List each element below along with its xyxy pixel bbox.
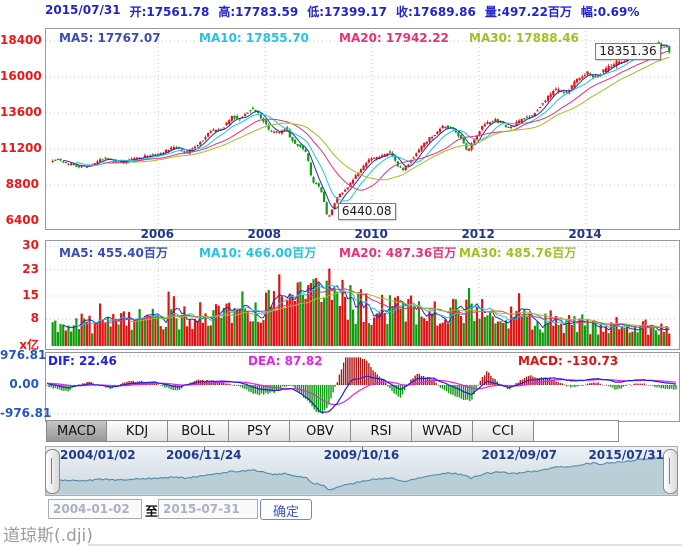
slider-date-2: 2009/10/16 <box>323 448 400 462</box>
header-volume: 量:497.22百万 <box>484 5 572 19</box>
vol-ma30-legend: MA30: 485.76百万 <box>459 246 577 260</box>
price-marker: 6440.08 <box>337 203 396 221</box>
candlestick-chart <box>46 31 677 225</box>
ma10-legend: MA10: 17855.70 <box>199 31 309 45</box>
dif-legend: DIF: 22.46 <box>48 354 117 368</box>
header-high: 高:17783.59 <box>218 5 299 19</box>
overview-area-chart <box>46 456 677 494</box>
slider-tick <box>203 447 205 452</box>
macd-chart <box>46 355 677 415</box>
header-open: 开:17561.78 <box>129 5 210 19</box>
price-marker: 18351.36 <box>595 42 661 60</box>
macd-panel: DIF: 22.46 DEA: 87.82 MACD: -130.73 <box>45 352 680 422</box>
axis-tick-label: 2014 <box>568 227 602 241</box>
header-low: 低:17399.17 <box>307 5 387 19</box>
header-change: 幅:0.69% <box>580 5 640 19</box>
axis-tick-label: 18400 <box>0 33 42 47</box>
slider-tick <box>519 447 521 452</box>
axis-tick-label: 16000 <box>0 69 42 83</box>
axis-tick-label: 2006 <box>140 227 174 241</box>
axis-tick-label: 8 <box>30 311 39 326</box>
macd-y-axis: 976.81 0.00 -976.81 <box>0 348 52 420</box>
macd-legend: MACD: -130.73 <box>518 354 619 368</box>
ma20-legend: MA20: 17942.22 <box>339 31 449 45</box>
tab-wvad[interactable]: WVAD <box>412 420 473 442</box>
range-separator: 至 <box>145 505 159 520</box>
candlestick-panel: MA5: 17767.07 MA10: 17855.70 MA20: 17942… <box>45 28 680 230</box>
tab-cci[interactable]: CCI <box>473 420 534 442</box>
axis-tick-label: 13600 <box>0 105 42 119</box>
header-close: 收:17689.86 <box>396 5 476 19</box>
tab-macd[interactable]: MACD <box>46 420 107 442</box>
tab-boll[interactable]: BOLL <box>168 420 229 442</box>
ma30-legend: MA30: 17888.46 <box>469 31 579 45</box>
axis-tick-label: 6400 <box>5 213 39 227</box>
axis-tick-label: 976.81 <box>0 348 47 362</box>
vol-ma20-legend: MA20: 487.36百万 <box>339 246 457 260</box>
confirm-button[interactable]: 确定 <box>260 499 312 520</box>
header-date: 2015/07/31 <box>45 3 121 17</box>
slider-date-4: 2015/07/31 <box>588 448 664 462</box>
axis-tick-label: 23 <box>22 261 39 276</box>
vol-ma10-legend: MA10: 466.00百万 <box>199 246 317 260</box>
price-y-axis: 18400 16000 13600 11200 8800 6400 <box>0 28 42 228</box>
vol-ma5-legend: MA5: 455.40百万 <box>59 246 168 260</box>
year-x-axis: 2006 2008 2010 2012 2014 <box>45 227 678 241</box>
tab-kdj[interactable]: KDJ <box>107 420 168 442</box>
axis-tick-label: 8800 <box>5 177 39 191</box>
tab-rsi[interactable]: RSI <box>351 420 412 442</box>
indicator-tabs: MACD KDJ BOLL PSY OBV RSI WVAD CCI <box>46 420 619 442</box>
end-date-input[interactable] <box>158 499 258 519</box>
slider-right-handle[interactable] <box>663 449 678 494</box>
volume-unit-label: x亿 <box>19 338 39 352</box>
slider-left-handle[interactable] <box>45 449 60 494</box>
tab-obv[interactable]: OBV <box>290 420 351 442</box>
scrollbar-track[interactable] <box>88 544 682 546</box>
slider-date-0: 2004/01/02 <box>60 448 136 462</box>
axis-tick-label: 15 <box>22 288 39 303</box>
slider-tick <box>361 447 363 452</box>
axis-tick-label: 11200 <box>0 141 42 155</box>
tab-psy[interactable]: PSY <box>229 420 290 442</box>
slider-date-3: 2012/09/07 <box>481 448 558 462</box>
axis-tick-label: 2008 <box>247 227 281 241</box>
axis-tick-label: 2012 <box>461 227 495 241</box>
axis-tick-label: 30 <box>22 238 39 253</box>
symbol-label: 道琼斯(.dji) <box>3 526 93 546</box>
ma5-legend: MA5: 17767.07 <box>59 31 161 45</box>
slider-date-1: 2006/11/24 <box>165 448 242 462</box>
axis-tick-label: 2010 <box>354 227 388 241</box>
tab-spacer <box>534 420 619 442</box>
ohlc-header: 2015/07/31 开:17561.78 高:17783.59 低:17399… <box>45 3 680 21</box>
volume-y-axis: 30 23 15 8 x亿 <box>0 238 42 352</box>
volume-chart <box>46 243 677 346</box>
axis-tick-label: -976.81 <box>0 406 52 420</box>
date-range-slider[interactable]: 2004/01/02 2006/11/24 2009/10/16 2012/09… <box>45 446 678 496</box>
dea-legend: DEA: 87.82 <box>248 354 323 368</box>
start-date-input[interactable] <box>48 499 142 519</box>
volume-panel: MA5: 455.40百万 MA10: 466.00百万 MA20: 487.3… <box>45 240 680 350</box>
axis-tick-label: 0.00 <box>9 377 39 391</box>
